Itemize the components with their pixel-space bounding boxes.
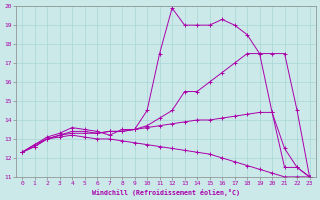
X-axis label: Windchill (Refroidissement éolien,°C): Windchill (Refroidissement éolien,°C) [92, 189, 240, 196]
